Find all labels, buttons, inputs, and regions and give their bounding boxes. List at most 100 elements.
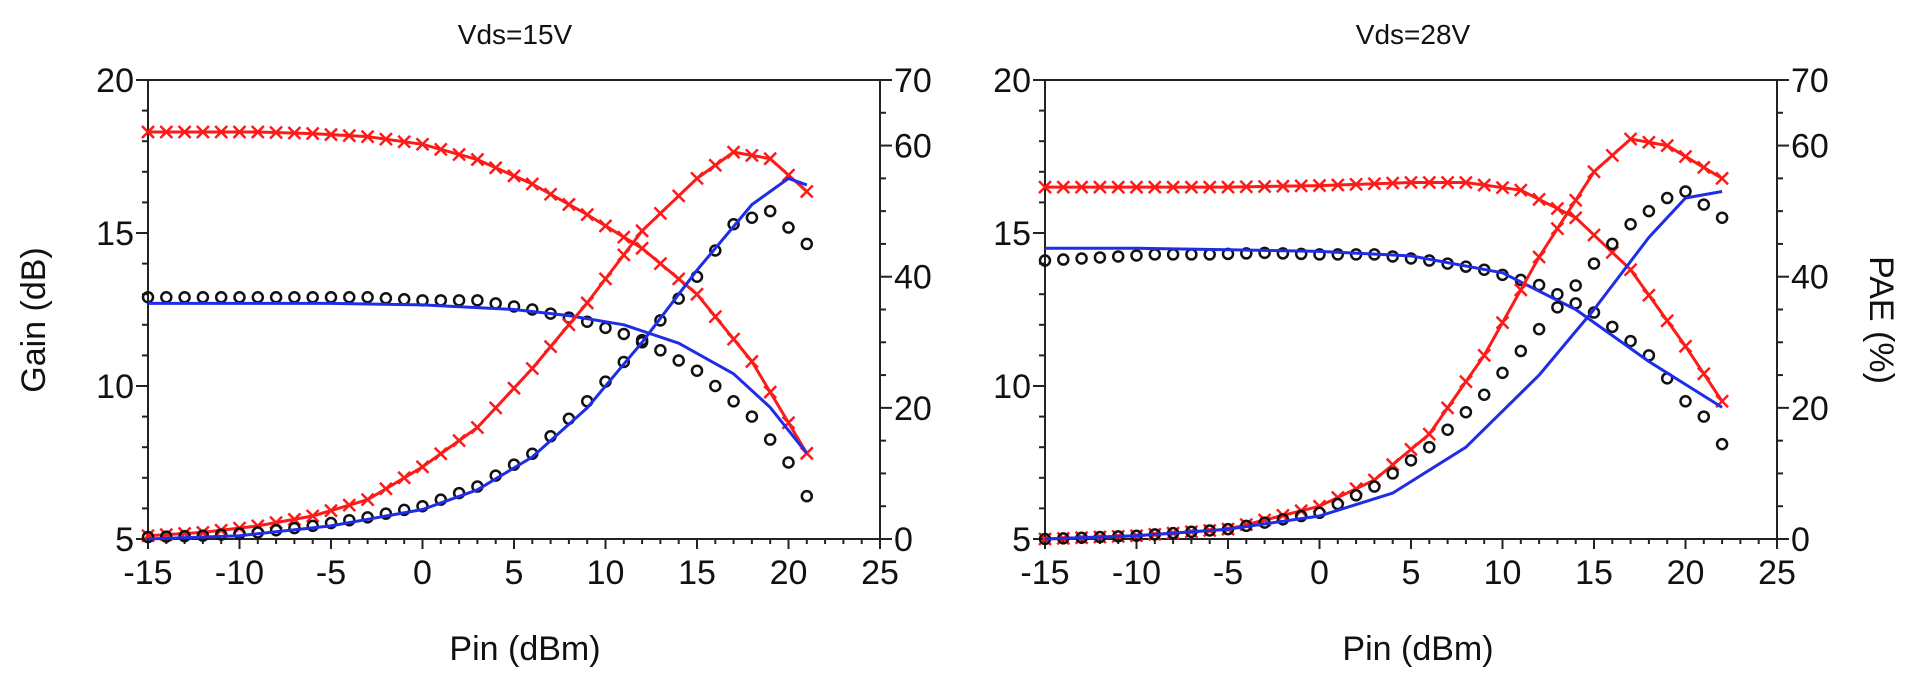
circle-marker: [709, 379, 722, 393]
circle-marker: [324, 291, 338, 304]
x-marker: [635, 223, 649, 238]
x-tick-label: 15: [678, 554, 716, 592]
x-marker: [690, 287, 704, 302]
x-marker: [141, 125, 155, 139]
series-line: [147, 176, 808, 541]
chart-panel-left: Vds=15V Pin (dBm) Gain (dB) -15 -10 -5 0 5 10…: [15, 19, 932, 668]
circle-marker: [1386, 467, 1399, 480]
x-marker: [1367, 176, 1382, 191]
x-tick-label: -5: [1213, 554, 1243, 592]
x-marker: [507, 168, 521, 183]
x-marker: [397, 470, 412, 485]
x-marker: [1074, 180, 1089, 194]
x-tick-label: 10: [1484, 554, 1522, 592]
x-marker: [1422, 175, 1437, 190]
series-x-red-left: [1038, 175, 1729, 409]
x-marker: [525, 361, 540, 376]
circle-marker: [709, 244, 722, 257]
circle-marker: [1532, 322, 1546, 336]
circle-marker: [178, 291, 191, 304]
circle-marker: [1551, 301, 1564, 314]
circle-marker: [1313, 506, 1326, 520]
circle-marker: [196, 291, 210, 304]
x-marker: [342, 128, 357, 143]
circle-marker: [635, 336, 649, 349]
x-marker: [324, 503, 338, 518]
y-tick-label: 5: [1012, 521, 1031, 559]
x-marker: [1495, 315, 1510, 330]
circle-marker: [1185, 248, 1198, 261]
circle-marker: [800, 237, 814, 251]
circle-marker: [690, 364, 704, 377]
x-marker: [616, 247, 631, 262]
circle-marker: [1624, 334, 1637, 348]
circle-marker: [782, 456, 795, 469]
x-marker: [1532, 192, 1546, 207]
x-marker: [232, 125, 247, 139]
x-marker: [1568, 210, 1583, 225]
circle-marker: [1331, 497, 1345, 511]
x-marker: [1477, 348, 1492, 363]
circle-marker: [160, 291, 173, 304]
x-marker: [360, 492, 375, 507]
x-tick-label: 25: [861, 554, 899, 592]
x-marker: [324, 127, 338, 142]
x-tick-label: 20: [770, 554, 808, 592]
series-o-black-right: [1038, 185, 1729, 546]
series-line-blue-left: [148, 301, 808, 455]
x-marker: [269, 125, 283, 140]
x-tick-label: 10: [587, 554, 625, 592]
x-marker: [488, 160, 503, 175]
circle-marker: [233, 291, 246, 304]
x-marker: [543, 187, 558, 202]
circle-marker: [1477, 388, 1491, 401]
circle-marker: [288, 291, 301, 304]
x-marker: [1422, 427, 1437, 441]
x-tick-label: 0: [1310, 554, 1329, 592]
y2-tick-label: 70: [894, 62, 932, 100]
x-marker: [799, 184, 814, 199]
y2-tick-label: 0: [894, 521, 913, 559]
circle-marker: [1258, 246, 1271, 260]
x-marker: [1532, 250, 1546, 264]
x-marker: [1129, 180, 1144, 194]
circle-marker: [1606, 237, 1619, 251]
circle-marker: [1368, 480, 1381, 493]
x-marker: [1404, 442, 1418, 457]
axes-ticks: [136, 79, 892, 549]
plot-frame: [1044, 79, 1778, 540]
series-line: [1044, 137, 1723, 541]
y2-tick-label: 60: [1791, 128, 1829, 166]
x-marker: [653, 256, 668, 271]
circle-marker: [617, 355, 631, 369]
x-marker: [1477, 178, 1492, 192]
x-marker: [1276, 179, 1290, 194]
circle-marker: [214, 291, 228, 304]
series-x-red-right: [141, 145, 814, 543]
x-marker: [1715, 171, 1729, 186]
series-line: [147, 150, 808, 538]
x-marker: [1166, 180, 1180, 194]
x-marker: [1330, 178, 1345, 192]
circle-marker: [1111, 250, 1125, 263]
circle-marker: [160, 530, 173, 543]
circle-marker: [1423, 440, 1436, 454]
chart-title: Vds=15V: [458, 19, 573, 50]
y-tick-label: 5: [115, 521, 134, 559]
series-line-blue-left: [1045, 246, 1723, 409]
x-marker: [616, 230, 631, 244]
y2-axis-title: PAE (%): [1862, 256, 1900, 384]
x-marker: [1056, 180, 1071, 194]
x-marker: [159, 125, 174, 139]
x-marker: [1459, 374, 1473, 389]
y2-tick-label: 0: [1791, 521, 1810, 559]
x-marker: [1678, 339, 1693, 354]
series-x-red-left: [141, 125, 814, 461]
y2-tick-label: 20: [1791, 390, 1829, 428]
x-marker: [1513, 282, 1528, 297]
x-tick-label: 15: [1575, 554, 1613, 592]
x-marker: [470, 420, 485, 435]
circle-marker: [1459, 405, 1473, 419]
chart-panel-right: Vds=28V Pin (dBm) PAE (%) -15 -10 -5 0 5 10 15…: [993, 19, 1900, 668]
series-line-blue-right: [147, 176, 808, 541]
